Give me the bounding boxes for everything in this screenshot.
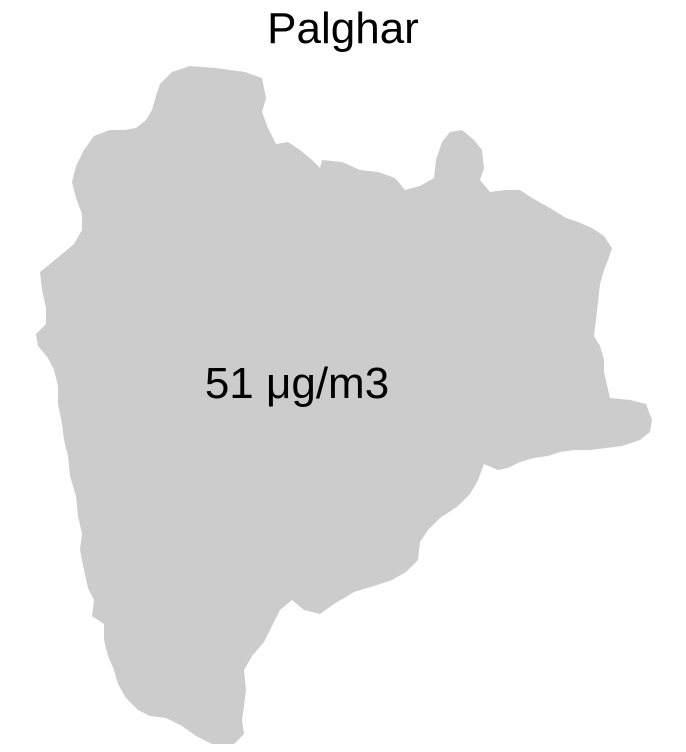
map-title: Palghar [267, 4, 419, 53]
district-region [36, 66, 652, 744]
region-value-label: 51 μg/m3 [205, 359, 389, 408]
